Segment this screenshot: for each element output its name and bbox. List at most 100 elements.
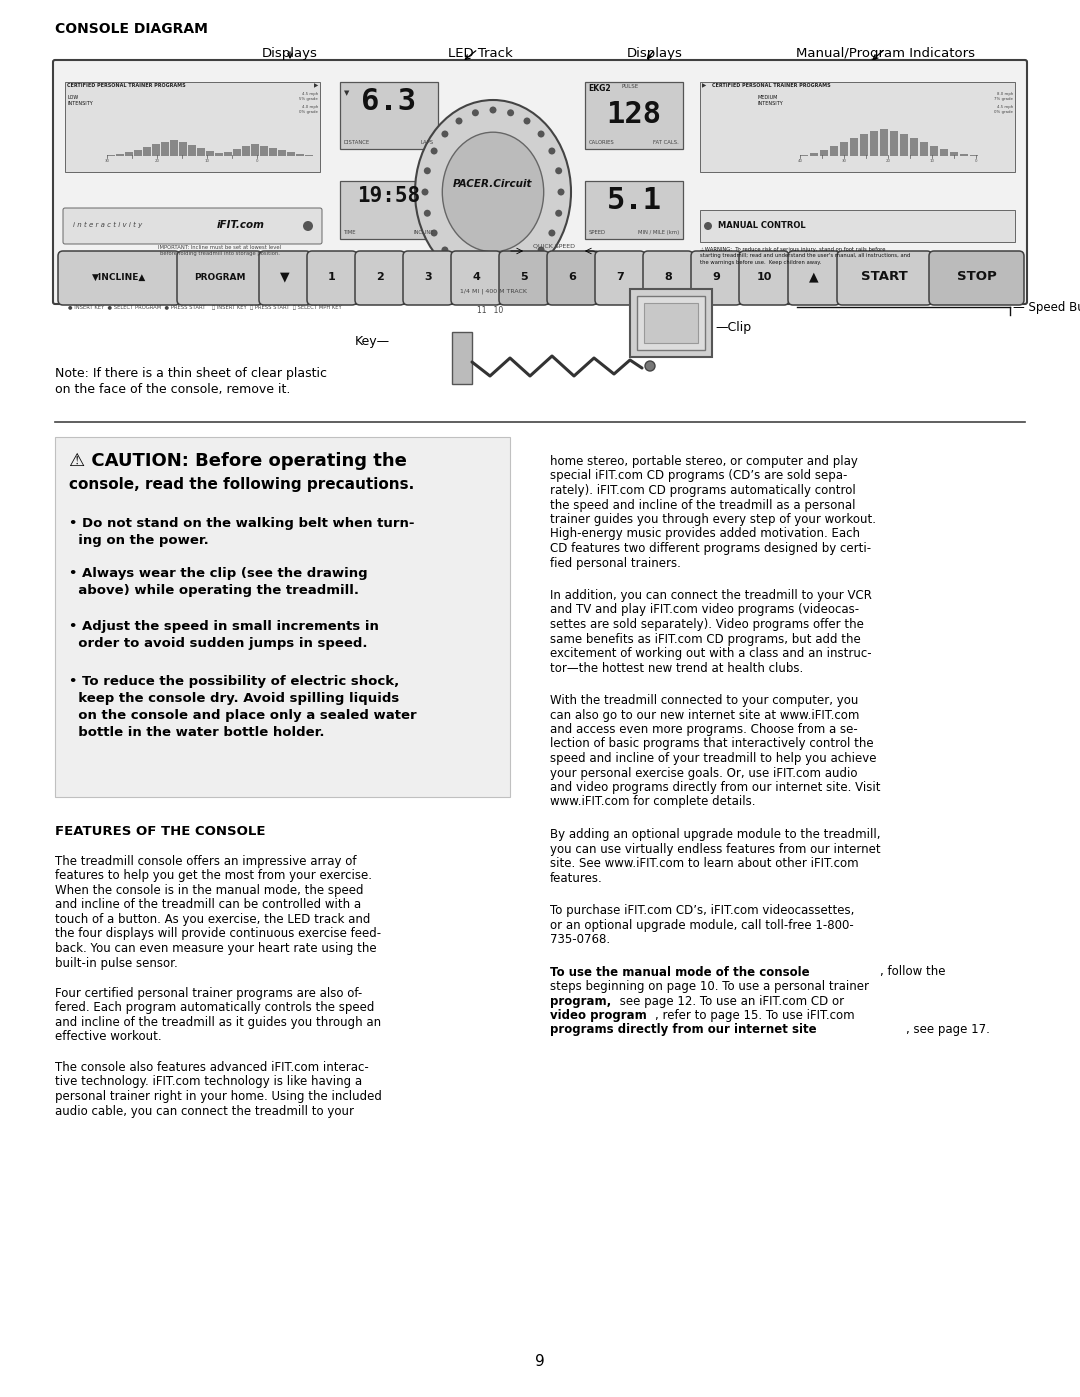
Text: QUICK SPEED: QUICK SPEED bbox=[534, 243, 575, 249]
Text: features.: features. bbox=[550, 872, 603, 884]
Text: When the console is in the manual mode, the speed: When the console is in the manual mode, … bbox=[55, 884, 364, 897]
Bar bbox=[65, 82, 320, 172]
Circle shape bbox=[423, 210, 431, 217]
Circle shape bbox=[555, 168, 563, 175]
Bar bbox=[644, 303, 698, 344]
Text: fered. Each program automatically controls the speed: fered. Each program automatically contro… bbox=[55, 1002, 375, 1014]
Text: With the treadmill connected to your computer, you: With the treadmill connected to your com… bbox=[550, 694, 859, 707]
FancyBboxPatch shape bbox=[403, 251, 453, 305]
Text: , refer to page 15. To use iFIT.com: , refer to page 15. To use iFIT.com bbox=[654, 1009, 854, 1023]
Text: ▼: ▼ bbox=[280, 271, 289, 284]
Text: iFIT.com: iFIT.com bbox=[217, 219, 265, 231]
Text: and incline of the treadmill as it guides you through an: and incline of the treadmill as it guide… bbox=[55, 1016, 381, 1030]
Text: fied personal trainers.: fied personal trainers. bbox=[550, 556, 680, 570]
Text: ⚠WARNING:  To reduce risk of serious injury, stand on foot rails before
starting: ⚠WARNING: To reduce risk of serious inju… bbox=[700, 247, 910, 265]
Text: Four certified personal trainer programs are also of-: Four certified personal trainer programs… bbox=[55, 988, 362, 1000]
Text: ⚠ CAUTION: Before operating the: ⚠ CAUTION: Before operating the bbox=[69, 453, 407, 469]
Text: FAT CALS.: FAT CALS. bbox=[653, 140, 679, 145]
FancyBboxPatch shape bbox=[63, 208, 322, 244]
Text: tive technology. iFIT.com technology is like having a: tive technology. iFIT.com technology is … bbox=[55, 1076, 362, 1088]
Text: Displays: Displays bbox=[262, 47, 318, 60]
Text: 5: 5 bbox=[521, 272, 528, 282]
Text: PROGRAM: PROGRAM bbox=[193, 272, 245, 282]
Bar bbox=[950, 152, 958, 156]
Circle shape bbox=[472, 268, 478, 275]
Bar bbox=[840, 142, 848, 156]
Text: 4.5 mph
0% grade: 4.5 mph 0% grade bbox=[994, 105, 1013, 115]
Text: 4: 4 bbox=[472, 272, 480, 282]
FancyBboxPatch shape bbox=[259, 251, 311, 305]
Circle shape bbox=[645, 360, 654, 372]
Text: 4.0 mph
0% grade: 4.0 mph 0% grade bbox=[299, 105, 318, 115]
Bar bbox=[152, 144, 160, 156]
Text: 30: 30 bbox=[841, 159, 847, 163]
Text: • Adjust the speed in small increments in: • Adjust the speed in small increments i… bbox=[69, 620, 379, 633]
Circle shape bbox=[442, 246, 448, 253]
Bar bbox=[585, 182, 683, 239]
Text: 2: 2 bbox=[376, 272, 383, 282]
Text: you can use virtually endless features from our internet: you can use virtually endless features f… bbox=[550, 842, 880, 855]
Circle shape bbox=[303, 221, 313, 231]
Text: bottle in the water bottle holder.: bottle in the water bottle holder. bbox=[69, 726, 324, 739]
Text: 20: 20 bbox=[886, 159, 891, 163]
Bar bbox=[453, 332, 472, 384]
Bar bbox=[134, 149, 141, 156]
Bar bbox=[870, 131, 878, 156]
Text: keep the console dry. Avoid spilling liquids: keep the console dry. Avoid spilling liq… bbox=[69, 692, 400, 705]
Text: By adding an optional upgrade module to the treadmill,: By adding an optional upgrade module to … bbox=[550, 828, 880, 841]
Text: ▶: ▶ bbox=[314, 82, 318, 88]
FancyBboxPatch shape bbox=[53, 60, 1027, 305]
Text: The console also features advanced iFIT.com interac-: The console also features advanced iFIT.… bbox=[55, 1060, 368, 1074]
Bar bbox=[637, 296, 705, 351]
Text: MEDIUM
INTENSITY: MEDIUM INTENSITY bbox=[758, 95, 784, 106]
FancyBboxPatch shape bbox=[929, 251, 1024, 305]
Text: the speed and incline of the treadmill as a personal: the speed and incline of the treadmill a… bbox=[550, 499, 855, 511]
Circle shape bbox=[538, 130, 544, 137]
Text: trainer guides you through every step of your workout.: trainer guides you through every step of… bbox=[550, 513, 876, 527]
Text: 9: 9 bbox=[712, 272, 720, 282]
Text: speed and incline of your treadmill to help you achieve: speed and incline of your treadmill to h… bbox=[550, 752, 877, 766]
Text: home stereo, portable stereo, or computer and play: home stereo, portable stereo, or compute… bbox=[550, 455, 858, 468]
Text: • Always wear the clip (see the drawing: • Always wear the clip (see the drawing bbox=[69, 567, 367, 580]
Bar bbox=[143, 147, 151, 156]
Bar bbox=[820, 149, 828, 156]
Text: lection of basic programs that interactively control the: lection of basic programs that interacti… bbox=[550, 738, 874, 750]
Circle shape bbox=[489, 106, 497, 113]
FancyBboxPatch shape bbox=[595, 251, 645, 305]
Text: ● INSERT KEY  ● SELECT PROGRAM  ● PRESS START    ⓘ INSERT KEY  ⓙ PRESS START  ⓚ : ● INSERT KEY ● SELECT PROGRAM ● PRESS ST… bbox=[68, 305, 341, 310]
Bar bbox=[287, 152, 295, 156]
Text: on the face of the console, remove it.: on the face of the console, remove it. bbox=[55, 383, 291, 395]
Text: Manual/Program Indicators: Manual/Program Indicators bbox=[796, 47, 974, 60]
Text: can also go to our new internet site at www.iFIT.com: can also go to our new internet site at … bbox=[550, 708, 860, 721]
Text: — Speed Buttons —: — Speed Buttons — bbox=[1013, 300, 1080, 313]
Circle shape bbox=[524, 260, 530, 267]
Circle shape bbox=[549, 148, 555, 155]
Text: Key—: Key— bbox=[355, 335, 390, 348]
Bar bbox=[260, 147, 268, 156]
Text: back. You can even measure your heart rate using the: back. You can even measure your heart ra… bbox=[55, 942, 377, 956]
Text: your personal exercise goals. Or, use iFIT.com audio: your personal exercise goals. Or, use iF… bbox=[550, 767, 858, 780]
Bar bbox=[960, 154, 968, 156]
Text: ▶: ▶ bbox=[702, 82, 706, 88]
Text: touch of a button. As you exercise, the LED track and: touch of a button. As you exercise, the … bbox=[55, 914, 370, 926]
Text: and incline of the treadmill can be controlled with a: and incline of the treadmill can be cont… bbox=[55, 898, 361, 911]
Text: 128: 128 bbox=[607, 101, 662, 129]
Bar bbox=[860, 134, 868, 156]
Text: 10: 10 bbox=[204, 159, 210, 163]
Text: STOP: STOP bbox=[957, 271, 997, 284]
Text: CALORIES: CALORIES bbox=[589, 140, 615, 145]
Text: 20: 20 bbox=[154, 159, 160, 163]
Bar bbox=[920, 142, 928, 156]
Text: 6.3: 6.3 bbox=[362, 87, 417, 116]
Bar bbox=[188, 145, 195, 156]
Text: programs directly from our internet site: programs directly from our internet site bbox=[550, 1024, 816, 1037]
Text: PULSE: PULSE bbox=[621, 84, 638, 89]
Circle shape bbox=[704, 222, 712, 231]
Text: 7: 7 bbox=[616, 272, 624, 282]
Text: LED Track: LED Track bbox=[447, 47, 512, 60]
Text: —Clip: —Clip bbox=[715, 320, 751, 334]
Text: 5.1: 5.1 bbox=[607, 186, 662, 215]
Text: 40: 40 bbox=[797, 159, 802, 163]
Text: MANUAL CONTROL: MANUAL CONTROL bbox=[718, 221, 806, 229]
Circle shape bbox=[456, 117, 462, 124]
